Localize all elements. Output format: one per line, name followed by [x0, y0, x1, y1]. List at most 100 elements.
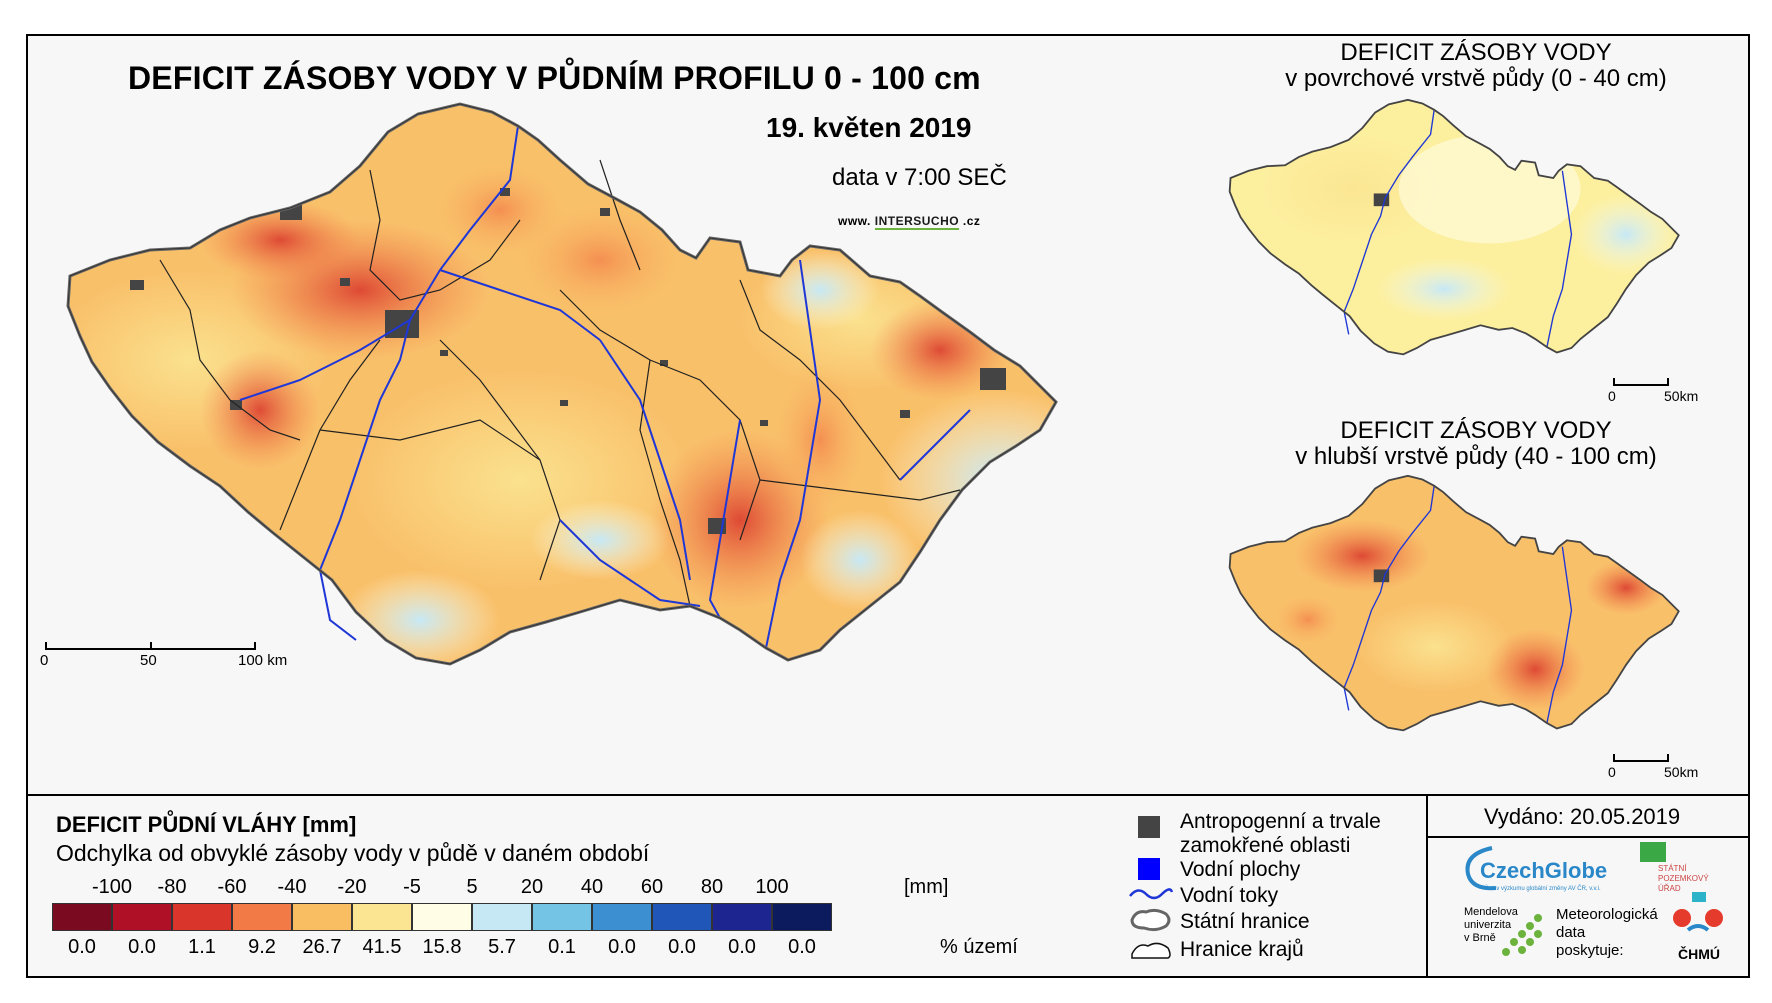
legend-unit-pct: % území — [940, 936, 1018, 958]
legend-swatch — [652, 903, 712, 931]
mendel-logo: Mendelova univerzita v Brně — [1464, 906, 1564, 968]
mini-map-2-scale-50: 50km — [1664, 764, 1699, 780]
mini-map-2-title: DEFICIT ZÁSOBY VODY v hlubší vrstvě půdy… — [1216, 418, 1736, 470]
legend-percentage: 0.0 — [68, 936, 96, 958]
scalebar-label-0: 0 — [40, 652, 49, 669]
legend-scale-value: 5 — [466, 876, 478, 898]
legend-scale-value: 100 — [755, 876, 789, 898]
legend-swatch — [112, 903, 172, 931]
mini-map-1 — [1228, 98, 1680, 356]
website-suffix: .cz — [959, 214, 981, 228]
spu-line1: STÁTNÍ — [1658, 864, 1687, 873]
meteo-line2: data — [1556, 924, 1586, 941]
legend-scale-value: -100 — [91, 876, 133, 898]
scalebar-label-50: 50 — [140, 652, 157, 669]
legend-percentage: 0.1 — [548, 936, 576, 958]
mini-map-1-title-line2: v povrchové vrstvě půdy (0 - 40 cm) — [1285, 65, 1667, 92]
mini-map-2-scale-0: 0 — [1608, 764, 1616, 780]
spu-line2: POZEMKOVÝ — [1658, 874, 1709, 883]
legend-item-urban-line2: zamokřené oblasti — [1180, 834, 1351, 857]
legend-swatch — [532, 903, 592, 931]
mini-map-2-title-line2: v hlubší vrstvě půdy (40 - 100 cm) — [1295, 443, 1657, 470]
legend-swatch — [472, 903, 532, 931]
dark-square-icon — [1138, 816, 1160, 838]
legend-percentage: 5.7 — [488, 936, 516, 958]
legend-scale-value: -80 — [157, 876, 187, 898]
czechglobe-name: CzechGlobe — [1480, 858, 1608, 883]
legend-percentage: 0.0 — [788, 936, 816, 958]
main-time: data v 7:00 SEČ — [832, 164, 1007, 191]
black-outline-icon — [1131, 942, 1171, 959]
website-name: INTERSUCHO — [874, 214, 960, 230]
legend-scale-value: -40 — [277, 876, 307, 898]
legend-swatch — [292, 903, 352, 931]
legend-percentage: 9.2 — [248, 936, 276, 958]
legend-percentage: 0.0 — [608, 936, 636, 958]
mini-map-1-title: DEFICIT ZÁSOBY VODY v povrchové vrstvě p… — [1216, 40, 1736, 92]
scalebar-label-100: 100 km — [238, 652, 288, 669]
legend-subtitle: Odchylka od obvyklé zásoby vody v půdě v… — [56, 840, 650, 866]
meteo-line3: poskytuje: — [1556, 942, 1624, 959]
legend-scale-value: -5 — [403, 876, 421, 898]
legend-swatch — [52, 903, 112, 931]
website-link[interactable]: www. INTERSUCHO .cz — [838, 214, 981, 230]
chmu-logo-icon — [1673, 892, 1723, 932]
spu-logo: STÁTNÍ POZEMKOVÝ ÚŘAD — [1640, 842, 1730, 902]
mini-map-1-title-line1: DEFICIT ZÁSOBY VODY — [1340, 39, 1612, 66]
legend-scale-value: 40 — [580, 876, 604, 898]
mini-map-1-scale-0: 0 — [1608, 388, 1616, 404]
issued-separator — [1426, 836, 1748, 838]
legend-scale-value: 20 — [520, 876, 544, 898]
legend-title: DEFICIT PŮDNÍ VLÁHY [mm] — [56, 812, 357, 837]
mendel-line2: univerzita — [1464, 919, 1512, 931]
main-date: 19. květen 2019 — [766, 112, 972, 143]
blue-wave-icon — [1129, 888, 1174, 900]
legend-unit-mm: [mm] — [904, 876, 949, 898]
legend-swatch — [772, 903, 832, 931]
legend-item-state-border: Státní hranice — [1180, 910, 1310, 933]
spu-line3: ÚŘAD — [1658, 884, 1681, 893]
legend-swatch — [412, 903, 472, 931]
legend-scale-value: -20 — [337, 876, 367, 898]
legend-swatch — [232, 903, 292, 931]
legend-swatch — [712, 903, 772, 931]
legend-scale-value: 80 — [700, 876, 724, 898]
mendel-dots-icon — [1502, 914, 1542, 956]
mendel-line1: Mendelova — [1464, 906, 1518, 918]
legend-item-urban-line1: Antropogenní a trvale — [1180, 810, 1381, 833]
legend-scale-value: 60 — [640, 876, 664, 898]
mendel-line3: v Brně — [1464, 932, 1496, 944]
legend-item-rivers: Vodní toky — [1180, 884, 1279, 907]
czechglobe-swoosh-icon — [1465, 846, 1497, 891]
gray-outline-icon — [1130, 908, 1171, 932]
legend-item-water: Vodní plochy — [1180, 858, 1301, 881]
legend-percentage: 0.0 — [668, 936, 696, 958]
chmu-name: ČHMÚ — [1678, 946, 1720, 962]
blue-square-icon — [1138, 858, 1160, 880]
spu-mark-icon — [1640, 842, 1666, 862]
czechglobe-logo: CzechGlobe Ústav výzkumu globální změny … — [1462, 844, 1622, 904]
mini-map-2 — [1228, 474, 1680, 732]
meteo-provider: Meteorologická data poskytuje: ČHMÚ — [1556, 892, 1736, 972]
legend-item-urban: Antropogenní a trvale zamokřené oblasti — [1180, 810, 1381, 858]
main-title: DEFICIT ZÁSOBY VODY V PŮDNÍM PROFILU 0 -… — [128, 60, 981, 96]
legend-percentage: 41.5 — [362, 936, 402, 958]
legend-swatch — [352, 903, 412, 931]
legend-swatch — [592, 903, 652, 931]
website-prefix: www. — [838, 214, 875, 228]
legend-percentage: 15.8 — [422, 936, 462, 958]
legend-swatch — [172, 903, 232, 931]
legend-percentage: 26.7 — [302, 936, 342, 958]
mini-map-1-scale-50: 50km — [1664, 388, 1699, 404]
legend-percentage: 1.1 — [188, 936, 216, 958]
issued-date: Vydáno: 20.05.2019 — [1484, 804, 1681, 829]
legend-item-region-border: Hranice krajů — [1180, 938, 1304, 961]
legend-separator — [26, 794, 1748, 796]
legend-percentage: 0.0 — [128, 936, 156, 958]
logo-separator — [1426, 794, 1428, 976]
czechglobe-subtitle: Ústav výzkumu globální změny AV ČR, v.v.… — [1484, 886, 1601, 892]
legend-scale-value: -60 — [217, 876, 247, 898]
legend-percentage: 0.0 — [728, 936, 756, 958]
mini-map-2-title-line1: DEFICIT ZÁSOBY VODY — [1340, 417, 1612, 444]
main-map — [66, 102, 1058, 666]
